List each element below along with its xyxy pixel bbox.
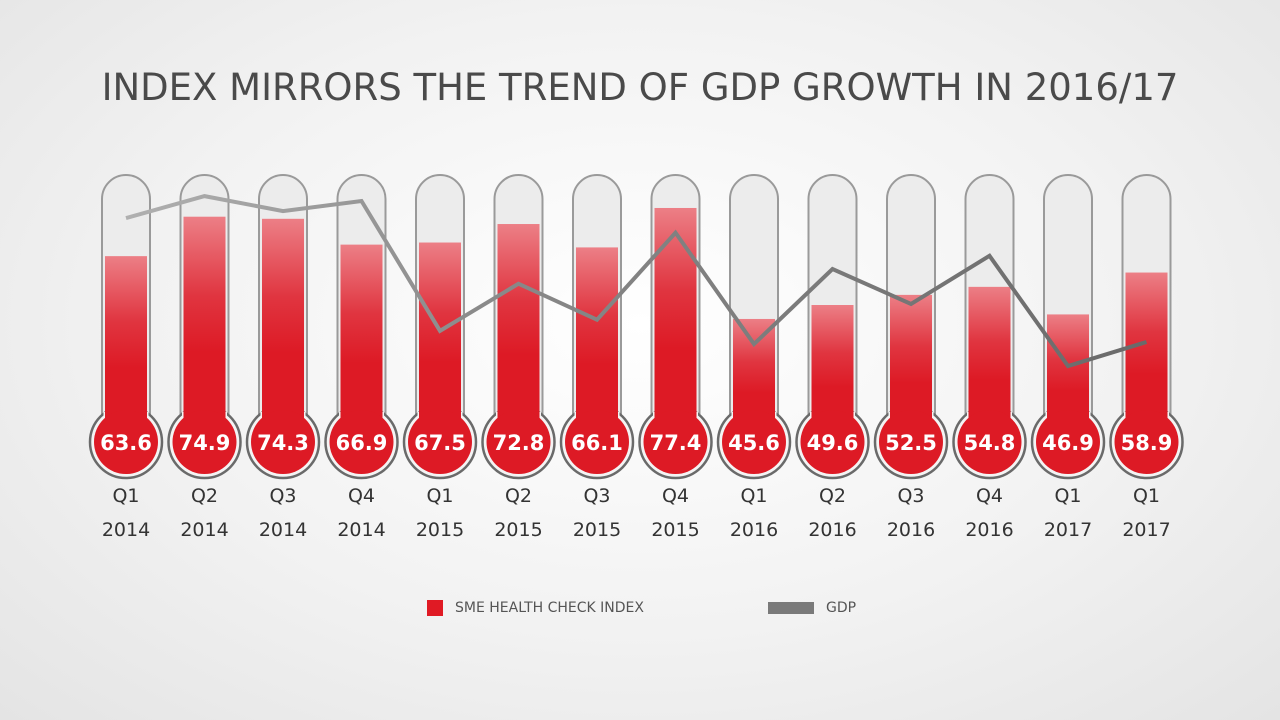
thermometer-bulb-fill bbox=[329, 410, 394, 474]
legend-item-index: SME HEALTH CHECK INDEX bbox=[427, 600, 644, 616]
x-tick-label-quarter: Q1 bbox=[112, 485, 139, 507]
x-tick-label-year: 2015 bbox=[494, 519, 542, 541]
data-label: 74.9 bbox=[179, 431, 231, 455]
x-tick-label-year: 2015 bbox=[651, 519, 699, 541]
thermometer bbox=[1109, 174, 1184, 480]
thermometer-bulb-fill bbox=[1114, 410, 1179, 474]
thermometer-bulb-fill bbox=[1036, 410, 1100, 474]
x-tick-label-quarter: Q2 bbox=[505, 485, 532, 507]
thermometer bbox=[1030, 174, 1106, 480]
x-tick-label-year: 2016 bbox=[730, 519, 778, 541]
data-label: 74.3 bbox=[257, 431, 309, 455]
x-tick-label-year: 2017 bbox=[1122, 519, 1170, 541]
index-bar bbox=[654, 207, 697, 442]
index-bar bbox=[497, 224, 540, 442]
index-bar bbox=[262, 218, 304, 442]
data-label: 72.8 bbox=[493, 431, 545, 455]
thermometer-bulb-fill bbox=[251, 410, 315, 474]
chart-title: INDEX MIRRORS THE TREND OF GDP GROWTH IN… bbox=[101, 66, 1179, 109]
data-label: 77.4 bbox=[650, 431, 702, 455]
thermometer bbox=[402, 174, 478, 480]
thermometer-bulb-fill bbox=[408, 410, 472, 474]
x-tick-label-year: 2015 bbox=[573, 519, 621, 541]
x-tick-label-quarter: Q3 bbox=[897, 485, 924, 507]
data-label: 52.5 bbox=[885, 431, 937, 455]
x-tick-label-year: 2016 bbox=[887, 519, 935, 541]
x-tick-label-quarter: Q1 bbox=[426, 485, 453, 507]
x-tick-label-quarter: Q2 bbox=[819, 485, 846, 507]
x-tick-label-quarter: Q4 bbox=[348, 485, 375, 507]
legend-label-gdp: GDP bbox=[826, 600, 857, 616]
thermometer bbox=[873, 174, 949, 480]
data-label: 66.9 bbox=[336, 431, 388, 455]
thermometer-bulb-fill bbox=[565, 410, 629, 474]
thermometer bbox=[167, 174, 242, 480]
gdp-line bbox=[125, 194, 1148, 369]
thermometer bbox=[638, 174, 713, 480]
data-label: 46.9 bbox=[1042, 431, 1094, 455]
thermometer bbox=[952, 174, 1027, 480]
x-tick-label-quarter: Q4 bbox=[662, 485, 689, 507]
x-tick-label-year: 2014 bbox=[259, 519, 307, 541]
data-label: 66.1 bbox=[571, 431, 623, 455]
x-tick-label-quarter: Q1 bbox=[1054, 485, 1081, 507]
x-tick-label-quarter: Q1 bbox=[1133, 485, 1160, 507]
x-tick-label-year: 2017 bbox=[1044, 519, 1092, 541]
data-label: 63.6 bbox=[100, 431, 152, 455]
thermometer-bulb-fill bbox=[486, 410, 551, 474]
thermometer-bulb-fill bbox=[800, 410, 865, 474]
x-tick-label-quarter: Q1 bbox=[740, 485, 767, 507]
thermometer bbox=[716, 174, 792, 480]
x-tick-label-year: 2014 bbox=[337, 519, 385, 541]
thermometer bbox=[559, 174, 635, 480]
thermometer-bulb-fill bbox=[722, 410, 786, 474]
thermometer bbox=[245, 174, 321, 480]
x-tick-label-year: 2016 bbox=[965, 519, 1013, 541]
x-tick-label-quarter: Q4 bbox=[976, 485, 1003, 507]
data-label: 54.8 bbox=[964, 431, 1016, 455]
index-bar bbox=[576, 247, 618, 442]
x-tick-label-quarter: Q3 bbox=[583, 485, 610, 507]
thermometer bbox=[481, 174, 556, 480]
legend-swatch-gdp bbox=[768, 602, 814, 614]
thermometer bbox=[324, 174, 399, 480]
data-label: 58.9 bbox=[1121, 431, 1173, 455]
index-bar bbox=[340, 244, 383, 442]
x-tick-label-year: 2015 bbox=[416, 519, 464, 541]
legend-label-index: SME HEALTH CHECK INDEX bbox=[455, 600, 644, 616]
data-label: 49.6 bbox=[807, 431, 859, 455]
index-bar bbox=[419, 242, 461, 442]
thermometer-bulb-fill bbox=[172, 410, 237, 474]
thermometer bbox=[795, 174, 870, 480]
thermometer-bulb-fill bbox=[957, 410, 1022, 474]
x-tick-label-year: 2016 bbox=[808, 519, 856, 541]
thermometer bbox=[88, 174, 164, 480]
legend-item-gdp: GDP bbox=[768, 600, 856, 616]
x-tick-label-year: 2014 bbox=[180, 519, 228, 541]
data-label: 45.6 bbox=[728, 431, 780, 455]
x-tick-label-quarter: Q3 bbox=[269, 485, 296, 507]
data-label: 67.5 bbox=[414, 431, 466, 455]
thermometer-bulb-fill bbox=[94, 410, 158, 474]
legend-swatch-index bbox=[427, 600, 443, 616]
thermometer-bulb-fill bbox=[643, 410, 708, 474]
x-tick-label-quarter: Q2 bbox=[191, 485, 218, 507]
index-bar bbox=[183, 216, 226, 442]
thermometer-bulb-fill bbox=[879, 410, 943, 474]
x-tick-label-year: 2014 bbox=[102, 519, 150, 541]
